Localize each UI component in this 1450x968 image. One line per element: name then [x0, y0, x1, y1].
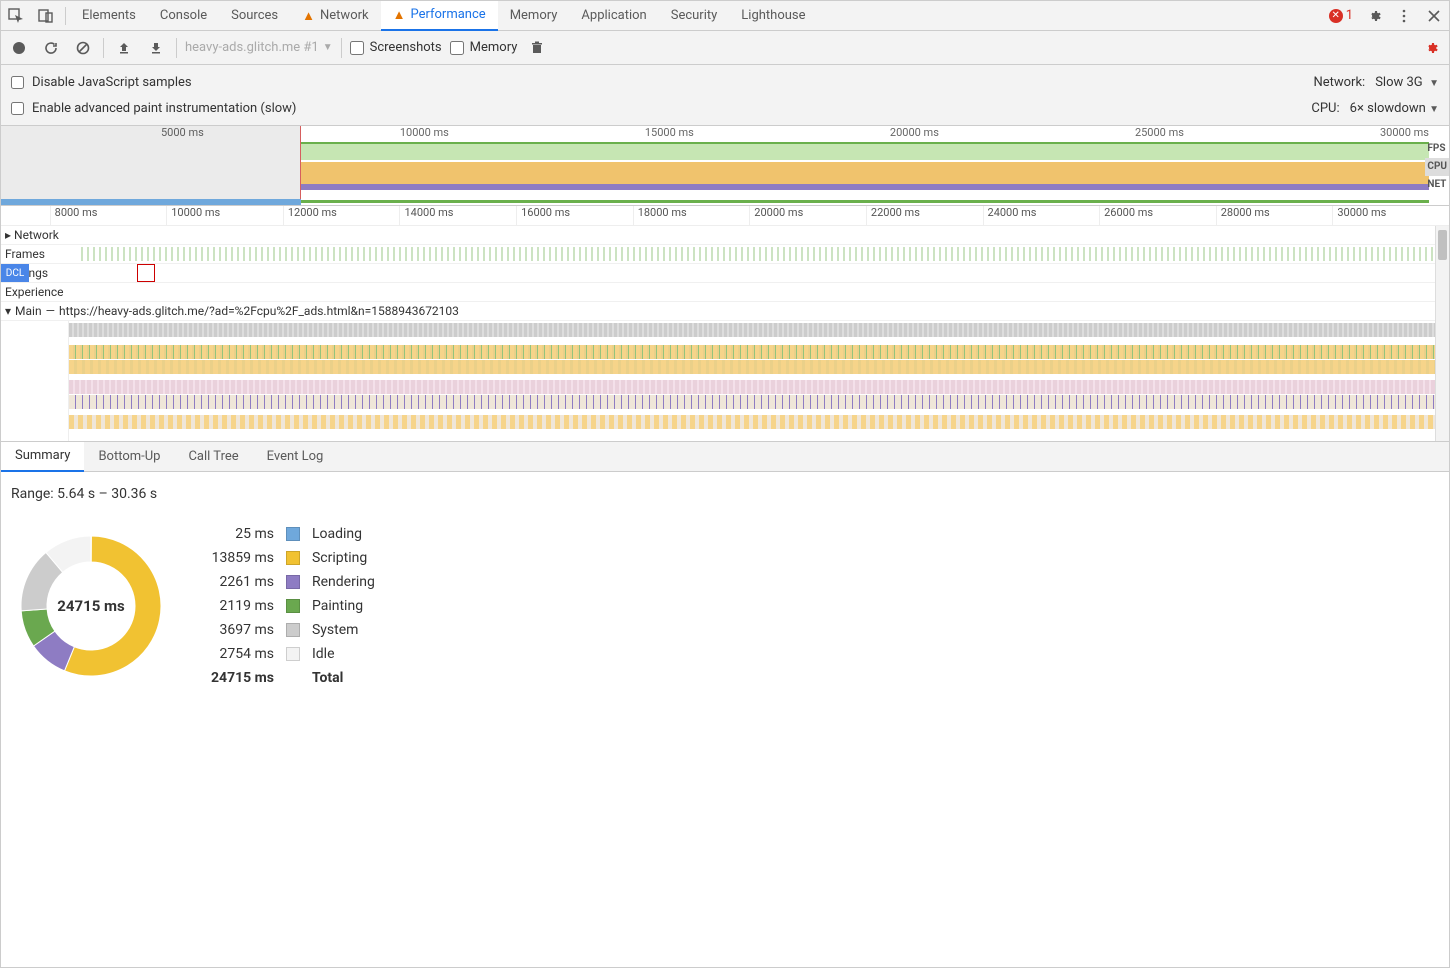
overview-strip[interactable]: 5000 ms 10000 ms 15000 ms 20000 ms 25000…	[1, 126, 1449, 206]
donut-chart: 24715 ms	[11, 526, 171, 686]
reload-icon[interactable]	[39, 36, 63, 60]
error-badge[interactable]: ✕ 1	[1329, 8, 1353, 23]
legend-swatch	[286, 527, 300, 541]
tab-security[interactable]: Security	[659, 1, 730, 31]
tab-elements[interactable]: Elements	[70, 1, 148, 31]
timeline-ruler[interactable]: 8000 ms 10000 ms 12000 ms 14000 ms 16000…	[1, 206, 1449, 226]
tab-sources[interactable]: Sources	[219, 1, 290, 31]
enable-paint-checkbox[interactable]: Enable advanced paint instrumentation (s…	[11, 101, 296, 116]
track-network[interactable]: ▸Network	[1, 226, 1449, 245]
donut-total: 24715 ms	[11, 526, 171, 686]
memory-checkbox[interactable]: Memory	[450, 40, 518, 55]
overview-net-selected	[1, 199, 301, 205]
tab-network[interactable]: ▲Network	[290, 1, 380, 31]
legend-swatch	[286, 575, 300, 589]
timing-marker	[137, 264, 155, 282]
dcl-marker: DCL	[1, 264, 29, 282]
network-select[interactable]: Slow 3G ▼	[1375, 75, 1439, 90]
devtools-tabbar: Elements Console Sources ▲Network ▲Perfo…	[1, 1, 1449, 31]
tab-application[interactable]: Application	[569, 1, 658, 31]
record-icon[interactable]	[7, 36, 31, 60]
warning-icon: ▲	[393, 7, 406, 23]
capture-settings-gear-icon[interactable]	[1419, 36, 1443, 60]
disable-js-checkbox[interactable]: Disable JavaScript samples	[11, 75, 192, 90]
legend-ms: 2119 ms	[211, 598, 274, 614]
network-label: Network:	[1313, 75, 1365, 90]
capture-options: Disable JavaScript samples Network: Slow…	[1, 65, 1449, 126]
upload-icon[interactable]	[112, 36, 136, 60]
warning-icon: ▲	[302, 8, 315, 24]
net-band	[301, 200, 1429, 203]
track-timings[interactable]: DCL Timings	[1, 264, 1449, 283]
recording-selector[interactable]: heavy-ads.glitch.me #1 ▼	[185, 40, 333, 55]
overview-side-labels: FPS CPU NET	[1425, 140, 1449, 194]
legend-ms: 25 ms	[211, 526, 274, 542]
tab-lighthouse[interactable]: Lighthouse	[729, 1, 817, 31]
clear-icon[interactable]	[71, 36, 95, 60]
legend-label: Idle	[312, 646, 375, 662]
close-icon[interactable]	[1419, 2, 1449, 30]
tab-eventlog[interactable]: Event Log	[253, 442, 338, 472]
legend-label: Painting	[312, 598, 375, 614]
chevron-right-icon: ▸	[5, 228, 11, 242]
legend-ms: 2754 ms	[211, 646, 274, 662]
error-icon: ✕	[1329, 9, 1343, 23]
summary-legend: 25 ms Loading 13859 ms Scripting 2261 ms Rend…	[211, 526, 375, 686]
legend-label: Rendering	[312, 574, 375, 590]
error-count: 1	[1346, 8, 1353, 23]
overview-selection[interactable]	[1, 126, 301, 205]
flame-chart[interactable]	[1, 321, 1449, 441]
track-frames[interactable]: Frames	[1, 245, 1449, 264]
legend-label: Loading	[312, 526, 375, 542]
legend-swatch	[286, 551, 300, 565]
tab-console[interactable]: Console	[148, 1, 219, 31]
legend-swatch	[286, 599, 300, 613]
inspect-icon[interactable]	[1, 2, 31, 30]
vertical-scrollbar[interactable]	[1435, 226, 1449, 441]
tab-bottomup[interactable]: Bottom-Up	[84, 442, 174, 472]
chevron-down-icon: ▼	[1429, 78, 1439, 89]
download-icon[interactable]	[144, 36, 168, 60]
track-experience[interactable]: Experience	[1, 283, 1449, 302]
legend-swatch	[286, 623, 300, 637]
cpu-label: CPU:	[1311, 101, 1339, 116]
legend-ms: 3697 ms	[211, 622, 274, 638]
legend-label: Scripting	[312, 550, 375, 566]
tab-memory[interactable]: Memory	[498, 1, 570, 31]
trash-icon[interactable]	[525, 36, 549, 60]
fps-band	[301, 142, 1429, 160]
settings-gear-icon[interactable]	[1359, 2, 1389, 30]
chevron-down-icon: ▼	[323, 42, 333, 53]
cpu-band	[301, 162, 1429, 190]
legend-ms: 2261 ms	[211, 574, 274, 590]
tab-calltree[interactable]: Call Tree	[174, 442, 252, 472]
summary-tabs: Summary Bottom-Up Call Tree Event Log	[1, 442, 1449, 472]
device-toggle-icon[interactable]	[31, 2, 61, 30]
timeline-tracks: ▸Network Frames DCL Timings Experience ▾…	[1, 226, 1449, 442]
perf-toolbar: heavy-ads.glitch.me #1 ▼ Screenshots Mem…	[1, 31, 1449, 65]
track-main-header[interactable]: ▾ Main — https://heavy-ads.glitch.me/?ad…	[1, 302, 1449, 321]
chevron-down-icon: ▼	[1429, 104, 1439, 115]
tab-performance[interactable]: ▲Performance	[381, 1, 498, 31]
tab-summary[interactable]: Summary	[1, 442, 84, 472]
legend-label: System	[312, 622, 375, 638]
screenshots-checkbox[interactable]: Screenshots	[350, 40, 442, 55]
summary-pane: Range: 5.64 s – 30.36 s 24715 ms 25 ms Lo…	[1, 472, 1449, 967]
chevron-down-icon: ▾	[5, 304, 11, 318]
legend-swatch	[286, 647, 300, 661]
cpu-select[interactable]: 6× slowdown ▼	[1350, 101, 1439, 116]
main-url: https://heavy-ads.glitch.me/?ad=%2Fcpu%2…	[59, 304, 459, 318]
legend-ms: 13859 ms	[211, 550, 274, 566]
more-menu-icon[interactable]	[1389, 2, 1419, 30]
separator	[65, 7, 66, 25]
range-text: Range: 5.64 s – 30.36 s	[11, 486, 1439, 502]
